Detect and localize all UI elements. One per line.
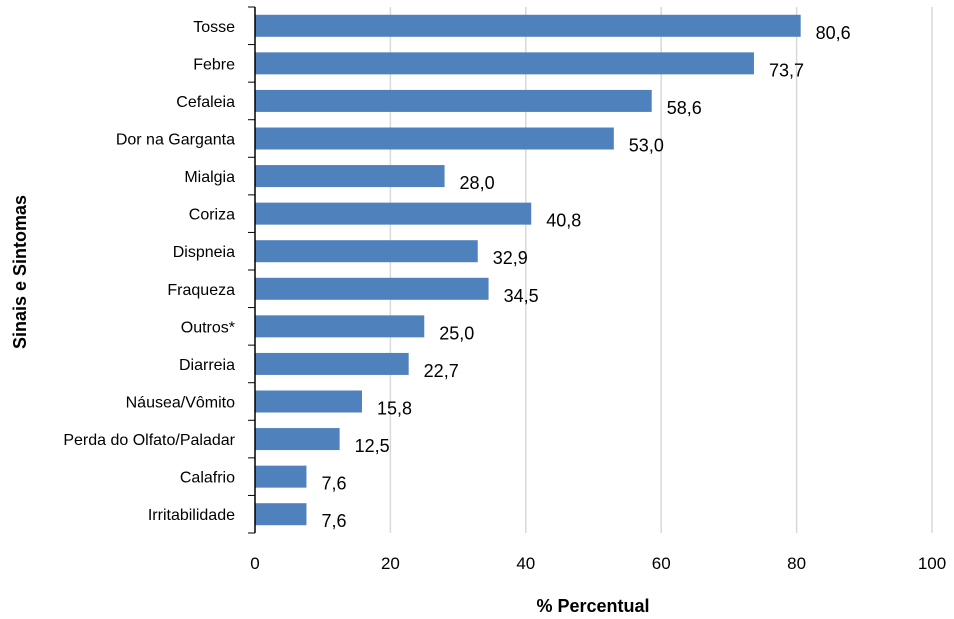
data-label: 12,5 bbox=[355, 436, 390, 456]
category-label: Febre bbox=[193, 56, 235, 73]
category-label: Cefaleia bbox=[176, 94, 235, 111]
data-label: 7,6 bbox=[321, 511, 346, 531]
x-tick-label: 40 bbox=[516, 554, 535, 573]
category-label: Calafrio bbox=[180, 470, 235, 487]
data-label: 15,8 bbox=[377, 399, 412, 419]
grid-lines bbox=[389, 7, 933, 533]
category-label: Tosse bbox=[193, 19, 235, 36]
x-tick-label: 20 bbox=[381, 554, 400, 573]
category-label: Dispneia bbox=[173, 244, 235, 261]
bar bbox=[255, 89, 652, 112]
bar bbox=[255, 202, 532, 225]
data-label: 58,6 bbox=[667, 98, 702, 118]
category-label: Náusea/Vômito bbox=[126, 395, 235, 412]
bar bbox=[255, 390, 362, 413]
data-label: 34,5 bbox=[504, 286, 539, 306]
bar bbox=[255, 315, 425, 338]
tick-labels: 0 20 40 60 80 100 bbox=[250, 554, 946, 573]
axes bbox=[248, 6, 256, 534]
bar bbox=[255, 428, 340, 451]
x-tick-label: 80 bbox=[787, 554, 806, 573]
x-tick-label: 0 bbox=[250, 554, 259, 573]
category-label: Irritabilidade bbox=[148, 507, 235, 524]
data-label: 40,8 bbox=[546, 211, 581, 231]
data-label: 80,6 bbox=[816, 23, 851, 43]
data-label: 28,0 bbox=[460, 173, 495, 193]
data-label: 25,0 bbox=[439, 323, 474, 343]
bar bbox=[255, 352, 409, 375]
category-label: Mialgia bbox=[184, 169, 235, 186]
data-label: 73,7 bbox=[769, 60, 804, 80]
category-label: Coriza bbox=[189, 207, 235, 224]
category-label: Diarreia bbox=[179, 357, 235, 374]
x-tick-label: 60 bbox=[652, 554, 671, 573]
bar bbox=[255, 127, 614, 150]
bar bbox=[255, 52, 754, 75]
bar bbox=[255, 240, 478, 263]
bar bbox=[255, 465, 307, 488]
x-tick-label: 100 bbox=[918, 554, 946, 573]
bar bbox=[255, 503, 307, 526]
bar bbox=[255, 277, 489, 300]
category-label: Dor na Garganta bbox=[116, 132, 235, 149]
data-label: 22,7 bbox=[424, 361, 459, 381]
data-label: 32,9 bbox=[493, 248, 528, 268]
bar bbox=[255, 14, 801, 37]
bars bbox=[255, 14, 801, 526]
x-axis-title: % Percentual bbox=[536, 596, 649, 616]
category-label: Outros* bbox=[181, 319, 235, 336]
data-label: 7,6 bbox=[321, 474, 346, 494]
data-labels: 80,6 73,7 58,653,0 28,0 40,8 32,9 34,5 25,0 22,7… bbox=[321, 23, 850, 531]
y-axis-title: Sinais e Sintomas bbox=[10, 195, 30, 349]
data-label: 53,0 bbox=[629, 136, 664, 156]
category-labels: Tosse Febre Cefaleia Dor na Garganta Mialgia… bbox=[63, 19, 235, 524]
category-label: Perda do Olfato/Paladar bbox=[63, 432, 235, 449]
category-label: Fraqueza bbox=[167, 282, 235, 299]
bar bbox=[255, 165, 445, 188]
